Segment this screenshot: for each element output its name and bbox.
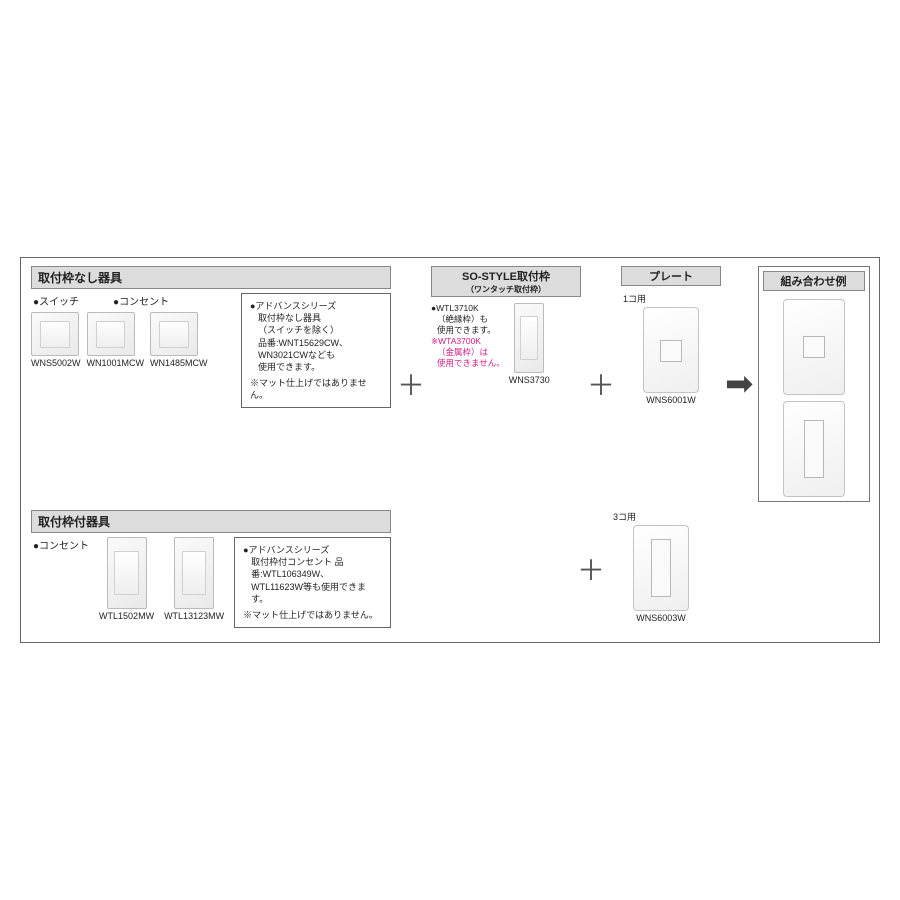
note-line: ●アドバンスシリーズ	[243, 544, 382, 556]
header-sostyle-sub: （ワンタッチ取付枠）	[437, 284, 575, 295]
combo-plate-bottom	[783, 401, 845, 497]
header-sostyle: SO-STYLE取付枠 （ワンタッチ取付枠）	[431, 266, 581, 297]
plate-three	[633, 525, 689, 611]
sostyle-warn: ※WTA3700K	[431, 336, 505, 347]
header-wakunashi: 取付枠なし器具	[31, 266, 391, 289]
wakunashi-products: ●スイッチ ●コンセント WNS5002W WN1001MCW	[31, 293, 233, 368]
header-sostyle-title: SO-STYLE取付枠	[437, 268, 575, 284]
note-foot: ※マット仕上げではありません。	[243, 609, 382, 621]
note-line: 取付枠付コンセント 品番:WTL106349W、	[251, 556, 382, 580]
product-code: WNS3730	[509, 375, 550, 385]
wakutsuki-body: ●コンセント WTL1502MW WTL13123MW ●アドバンスシリーズ 取…	[31, 537, 391, 628]
product-code: WNS6003W	[611, 613, 711, 623]
label-switch: ●スイッチ	[33, 293, 79, 308]
note-line: 品番:WNT15629CW、	[258, 337, 382, 349]
product-image	[150, 312, 198, 356]
plus-icon: ＋	[571, 549, 611, 589]
product-item: WTL13123MW	[164, 537, 224, 621]
label-outlet: ●コンセント	[113, 293, 169, 308]
sostyle-line: （絶縁枠）も	[431, 314, 505, 325]
header-plate: プレート	[621, 266, 721, 286]
wakunashi-body: ●スイッチ ●コンセント WNS5002W WN1001MCW	[31, 293, 391, 408]
product-code: WNS5002W	[31, 358, 81, 368]
product-code: WN1485MCW	[150, 358, 208, 368]
header-wakutsuki: 取付枠付器具	[31, 510, 391, 533]
diagram-frame: 取付枠なし器具 ●スイッチ ●コンセント WNS5002W	[20, 257, 880, 643]
product-item: WTL1502MW	[99, 537, 154, 621]
section-wakunashi: 取付枠なし器具 ●スイッチ ●コンセント WNS5002W	[31, 266, 391, 502]
combo-plate-top	[783, 299, 845, 395]
product-code: WTL1502MW	[99, 611, 154, 621]
section-wakutsuki: 取付枠付器具 ●コンセント WTL1502MW WTL13123MW ●アドバン…	[31, 510, 391, 628]
product-image	[174, 537, 214, 609]
plate-three-wrap: 3コ用 WNS6003W	[611, 510, 711, 628]
note-foot: ※マット仕上げではありません。	[250, 377, 382, 401]
sostyle-line: ●WTL3710K	[431, 303, 505, 314]
note-line: 取付枠なし器具	[258, 312, 382, 324]
note-wakutsuki: ●アドバンスシリーズ 取付枠付コンセント 品番:WTL106349W、 WTL1…	[234, 537, 391, 628]
plate-three-label: 3コ用	[613, 510, 711, 523]
product-image	[514, 303, 544, 373]
sostyle-warn: （金属枠）は	[431, 347, 505, 358]
product-image	[107, 537, 147, 609]
note-line: ●アドバンスシリーズ	[250, 300, 382, 312]
note-line: WTL11623W等も使用できます。	[251, 581, 382, 605]
top-row: 取付枠なし器具 ●スイッチ ●コンセント WNS5002W	[31, 266, 869, 502]
product-code: WTL13123MW	[164, 611, 224, 621]
note-wakunashi: ●アドバンスシリーズ 取付枠なし器具 （スイッチを除く） 品番:WNT15629…	[241, 293, 391, 408]
section-combo: 組み合わせ例	[758, 266, 870, 502]
product-image	[87, 312, 135, 356]
note-line: 使用できます。	[258, 361, 382, 373]
product-code: WNS6001W	[621, 395, 721, 405]
sostyle-body: ●WTL3710K （絶縁枠）も 使用できます。 ※WTA3700K （金属枠）…	[431, 303, 581, 385]
arrow-icon: ➡	[721, 364, 758, 404]
plate-one	[643, 307, 699, 393]
plus-icon: ＋	[581, 364, 621, 404]
sostyle-warn: 使用できません。	[431, 358, 505, 369]
product-image	[31, 312, 79, 356]
product-item: WN1485MCW	[150, 312, 208, 368]
note-line: WN3021CWなども	[258, 349, 382, 361]
section-sostyle: SO-STYLE取付枠 （ワンタッチ取付枠） ●WTL3710K （絶縁枠）も …	[431, 266, 581, 502]
plate-one-label: 1コ用	[623, 292, 721, 305]
sostyle-line: 使用できます。	[431, 325, 505, 336]
label-outlet: ●コンセント	[31, 537, 89, 552]
bottom-row: 取付枠付器具 ●コンセント WTL1502MW WTL13123MW ●アドバン…	[31, 510, 869, 628]
product-code: WN1001MCW	[87, 358, 145, 368]
product-item: WNS5002W	[31, 312, 81, 368]
header-combo: 組み合わせ例	[763, 271, 865, 291]
section-plate: プレート 1コ用 WNS6001W	[621, 266, 721, 502]
note-line: （スイッチを除く）	[258, 324, 382, 336]
product-item: WN1001MCW	[87, 312, 145, 368]
plus-icon: ＋	[391, 364, 431, 404]
